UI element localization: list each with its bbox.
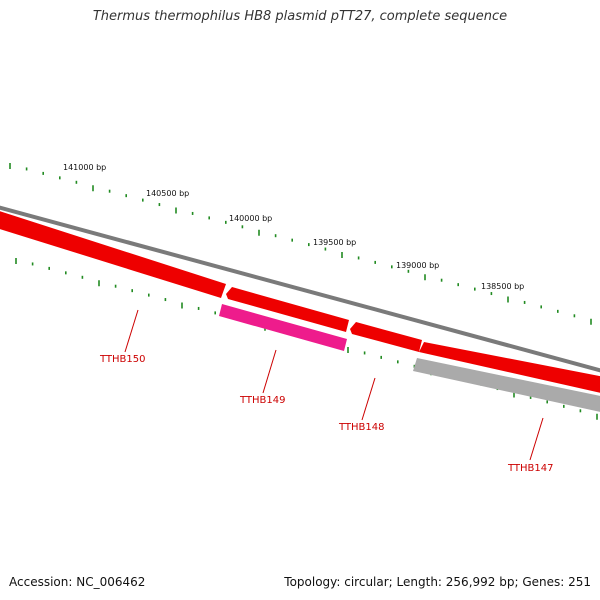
scale-label-140500: 140500 bp [146, 189, 189, 198]
scale-label-141000: 141000 bp [63, 163, 106, 172]
gene-arrow-tthb150[interactable] [0, 208, 226, 298]
scale-label-139500: 139500 bp [313, 238, 356, 247]
scale-label-140000: 140000 bp [229, 214, 272, 223]
gene-label-tthb150[interactable]: TTHB150 [99, 354, 146, 365]
scale-ticks-upper [9, 163, 592, 325]
gene-arrow-tthb147-shadow[interactable] [413, 358, 600, 414]
callout-line-tthb147 [529, 417, 544, 461]
gene-arrow-tthb147[interactable] [419, 342, 600, 395]
accession-text: Accession: NC_006462 [9, 575, 146, 589]
map-title: Thermus thermophilus HB8 plasmid pTT27, … [92, 9, 508, 24]
gene-arrow-tthb148-left[interactable] [226, 287, 349, 332]
gene-arrow-tthb148[interactable] [350, 322, 422, 352]
gene-label-tthb148[interactable]: TTHB148 [338, 422, 385, 433]
scale-ticks-lower [15, 258, 598, 420]
scale-label-138500: 138500 bp [481, 282, 524, 291]
callout-line-tthb148 [361, 377, 376, 421]
gene-arrow-tthb149[interactable] [219, 304, 347, 351]
scale-label-139000: 139000 bp [396, 261, 439, 270]
callout-line-tthb150 [124, 309, 139, 353]
gene-label-tthb149[interactable]: TTHB149 [239, 395, 286, 406]
topology-summary-text: Topology: circular; Length: 256,992 bp; … [284, 575, 591, 589]
callout-line-tthb149 [262, 349, 277, 394]
plasmid-backbone-outer [0, 205, 600, 373]
gene-label-tthb147[interactable]: TTHB147 [507, 463, 554, 474]
